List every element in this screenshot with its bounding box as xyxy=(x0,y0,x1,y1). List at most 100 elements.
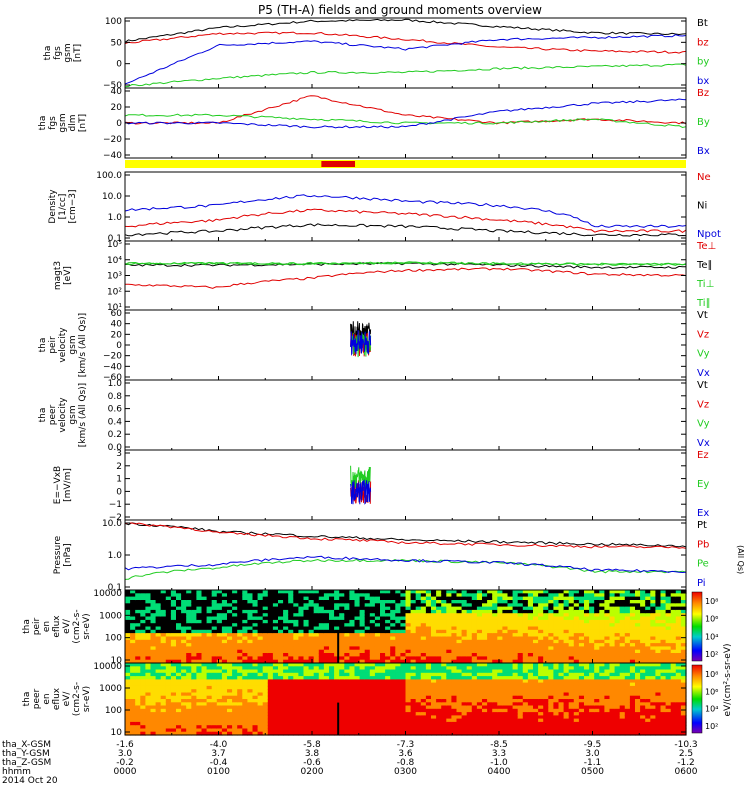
spectrogram-cell xyxy=(492,616,498,621)
spectrogram-cell xyxy=(272,699,279,703)
spectrogram-cell xyxy=(267,619,274,624)
spectrogram-cell xyxy=(278,669,284,674)
spectrogram-cell xyxy=(135,715,141,720)
spectrogram-cell xyxy=(482,679,488,684)
spectrogram-cell xyxy=(578,659,585,664)
spectrogram-cell xyxy=(604,646,611,651)
spectrogram-cell xyxy=(201,613,208,618)
spectrogram-cell xyxy=(420,718,427,723)
spectrogram-cell xyxy=(374,725,381,730)
spectrogram-cell xyxy=(538,721,544,726)
spectrogram-cell xyxy=(558,715,565,720)
spectrogram-cell xyxy=(533,712,539,716)
spectrogram-cell xyxy=(441,712,447,716)
spectrogram-cell xyxy=(344,685,350,690)
spectrogram-cell xyxy=(165,613,172,618)
spectrogram-cell xyxy=(170,669,177,674)
spectrogram-cell xyxy=(344,649,350,654)
spectrogram-cell xyxy=(257,643,264,647)
spectrogram-cell xyxy=(160,669,167,674)
spectrogram-cell xyxy=(359,603,366,608)
spectrogram-cell xyxy=(385,593,391,598)
spectrogram-cell xyxy=(415,712,422,716)
spectrogram-cell xyxy=(278,603,284,608)
spectrogram-cell xyxy=(522,653,529,657)
spectrogram-cell xyxy=(339,692,345,697)
spectrogram-cell xyxy=(170,692,177,697)
spectrogram-cell xyxy=(298,656,305,661)
spectrogram-cell xyxy=(400,715,407,720)
spectrogram-cell xyxy=(640,639,646,644)
spectrogram-cell xyxy=(191,646,197,651)
spectrogram-cell xyxy=(527,702,534,707)
spectrogram-cell xyxy=(599,718,605,723)
spectrogram-cell xyxy=(665,619,672,624)
spectrogram-cell xyxy=(431,659,437,664)
spectrogram-cell xyxy=(492,646,498,651)
spectrogram-cell xyxy=(604,649,611,654)
spectrogram-cell xyxy=(196,590,203,594)
spectrogram-cell xyxy=(548,699,554,703)
spectrogram-cell xyxy=(405,702,412,707)
spectrogram-cell xyxy=(436,725,442,730)
spectrogram-cell xyxy=(186,669,192,674)
spectrogram-cell xyxy=(313,639,320,644)
spectrogram-cell xyxy=(451,623,458,628)
spectrogram-cell xyxy=(395,659,401,664)
spectrogram-cell xyxy=(211,663,218,667)
spectrogram-cell xyxy=(655,600,662,604)
spectrogram-cell xyxy=(191,636,197,641)
spectrogram-cell xyxy=(451,731,458,736)
spectrogram-cell xyxy=(497,659,503,664)
spectrogram-cell xyxy=(390,590,396,594)
spectrogram-cell xyxy=(165,593,172,598)
spectrogram-cell xyxy=(221,600,228,604)
y-axis-label-line: gsm xyxy=(58,113,68,132)
spectrogram-cell xyxy=(369,725,376,730)
spectrogram-cell xyxy=(594,725,600,730)
spectrogram-cell xyxy=(359,623,366,628)
spectrogram-cell xyxy=(400,669,407,674)
spectrogram-cell xyxy=(548,636,554,641)
spectrogram-cell xyxy=(252,643,259,647)
spectrogram-cell xyxy=(262,626,269,631)
y-tick-label: 0.8 xyxy=(108,392,123,402)
spectrogram-cell xyxy=(584,653,590,657)
spectrogram-cell xyxy=(247,731,254,736)
spectrogram-cell xyxy=(665,659,672,664)
spectrogram-cell xyxy=(267,682,274,687)
spectrogram-cell xyxy=(410,590,417,594)
spectrogram-cell xyxy=(247,663,254,667)
spectrogram-cell xyxy=(589,593,595,598)
spectrogram-cell xyxy=(160,725,167,730)
spectrogram-cell xyxy=(471,613,478,618)
spectrogram-cell xyxy=(125,616,131,621)
spectrogram-cell xyxy=(206,646,213,651)
spectrogram-cell xyxy=(334,676,340,680)
spectrogram-cell xyxy=(359,643,366,647)
spectrogram-cell xyxy=(181,600,187,604)
spectrogram-cell xyxy=(482,721,488,726)
spectrogram-cell xyxy=(252,695,259,700)
spectrogram-cell xyxy=(288,676,294,680)
spectrogram-cell xyxy=(252,646,259,651)
spectrogram-cell xyxy=(589,613,595,618)
spectrogram-cell xyxy=(425,649,432,654)
spectrogram-cell xyxy=(614,718,621,723)
spectrogram-cell xyxy=(553,636,560,641)
spectrogram-cell xyxy=(283,699,289,703)
spectrogram-cell xyxy=(227,596,233,601)
spectrogram-cell xyxy=(507,676,514,680)
spectrogram-cell xyxy=(415,682,422,687)
spectrogram-cell xyxy=(420,695,427,700)
spectrogram-cell xyxy=(323,596,330,601)
spectrogram-cell xyxy=(436,692,442,697)
spectrogram-cell xyxy=(584,656,590,661)
spectrogram-cell xyxy=(170,600,177,604)
spectrogram-cell xyxy=(492,682,498,687)
spectrogram-cell xyxy=(410,659,417,664)
spectrogram-cell xyxy=(323,590,330,594)
spectrogram-cell xyxy=(359,649,366,654)
spectrogram-cell xyxy=(538,646,544,651)
spectrogram-cell xyxy=(293,639,299,644)
